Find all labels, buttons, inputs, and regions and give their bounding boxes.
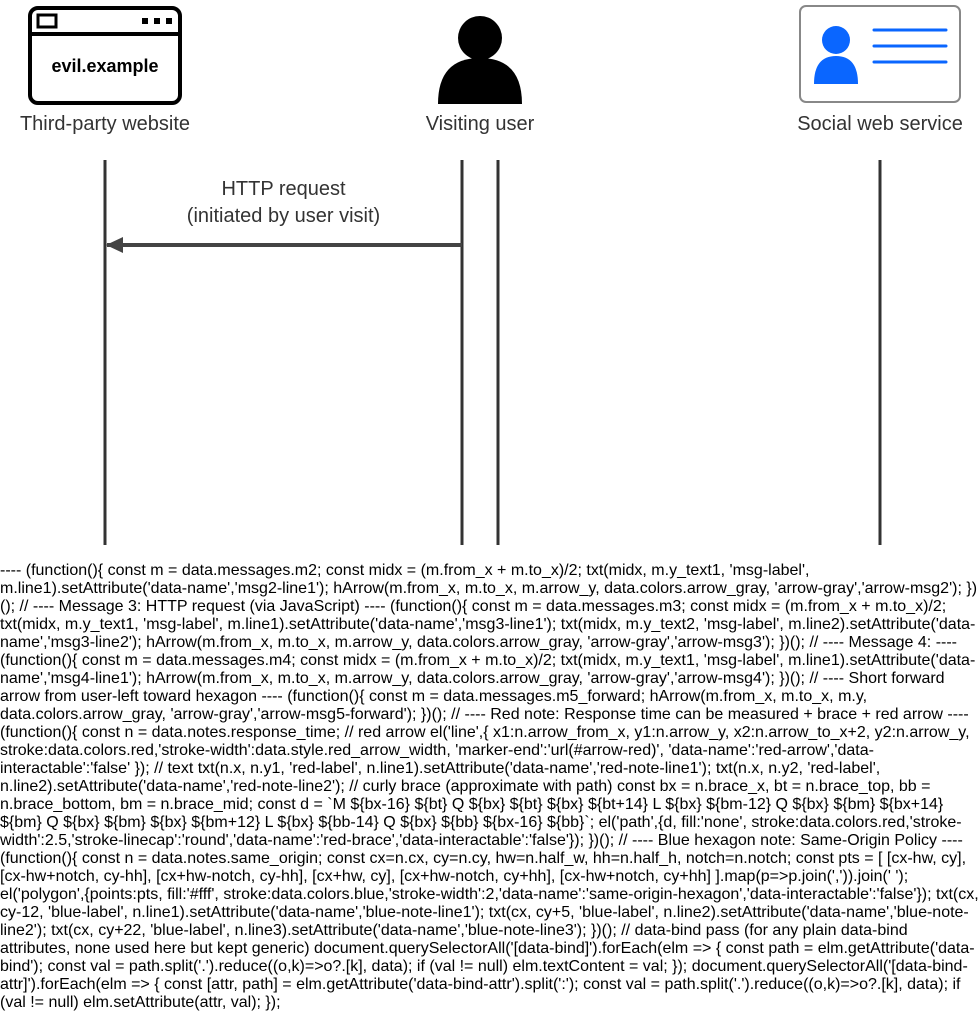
msg1-line1: HTTP request <box>221 178 346 200</box>
msg1-line2: (initiated by user visit) <box>187 205 380 227</box>
visiting-user-icon <box>438 16 522 104</box>
visiting-user-label: Visiting user <box>426 113 535 135</box>
third-party-website-label: Third-party website <box>20 113 190 135</box>
social-web-service-label: Social web service <box>797 113 963 135</box>
svg-text:evil.example: evil.example <box>51 56 158 76</box>
third-party-website-icon: evil.example <box>30 8 180 103</box>
social-web-service-icon <box>800 6 960 102</box>
